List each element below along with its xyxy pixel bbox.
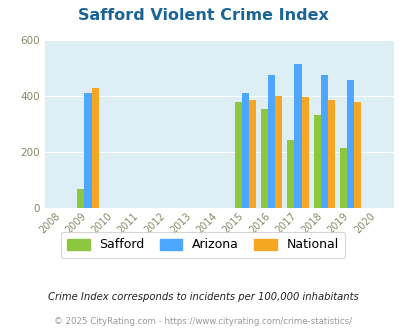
Text: Safford Violent Crime Index: Safford Violent Crime Index — [77, 8, 328, 23]
Bar — [248, 100, 256, 208]
Bar — [91, 88, 98, 208]
Bar — [287, 140, 294, 208]
Bar — [84, 93, 91, 208]
Bar — [301, 97, 308, 208]
Bar — [268, 75, 275, 208]
Bar — [313, 115, 320, 208]
Bar — [234, 102, 241, 208]
Bar — [339, 148, 346, 208]
Legend: Safford, Arizona, National: Safford, Arizona, National — [61, 232, 344, 258]
Text: © 2025 CityRating.com - https://www.cityrating.com/crime-statistics/: © 2025 CityRating.com - https://www.city… — [54, 317, 351, 326]
Bar — [353, 102, 360, 208]
Bar — [77, 189, 84, 208]
Bar — [260, 109, 268, 208]
Text: Crime Index corresponds to incidents per 100,000 inhabitants: Crime Index corresponds to incidents per… — [47, 292, 358, 302]
Bar — [275, 96, 282, 208]
Bar — [327, 100, 334, 208]
Bar — [346, 80, 353, 208]
Bar — [294, 64, 301, 208]
Bar — [320, 75, 327, 208]
Bar — [241, 93, 248, 208]
